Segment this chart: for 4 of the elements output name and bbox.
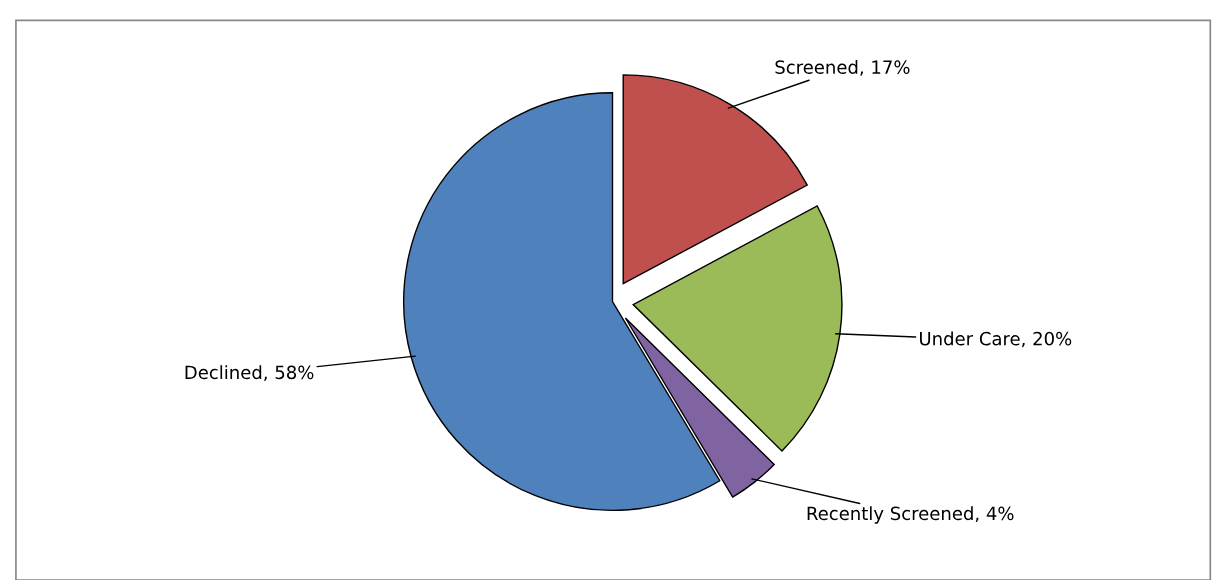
slice-label: Declined, 58% — [185, 365, 314, 382]
slice-label: Under Care, 20% — [920, 331, 1072, 348]
slice-label: Recently Screened, 4% — [807, 506, 1014, 524]
slice-label: Screened, 17% — [775, 59, 910, 76]
